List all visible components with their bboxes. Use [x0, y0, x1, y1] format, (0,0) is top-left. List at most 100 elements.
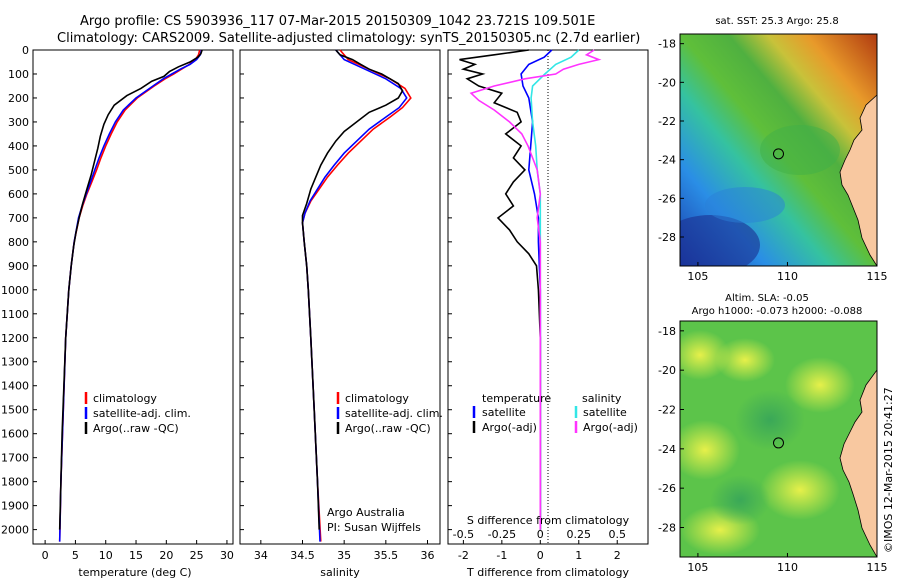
header-line2: Climatology: CARS2009. Satellite-adjuste…	[57, 31, 640, 46]
x-tick-label: 34	[254, 549, 268, 562]
sla-field	[680, 321, 877, 557]
x-tick-label: 0	[537, 528, 544, 541]
map-y-tick-label: -22	[658, 115, 676, 128]
salinity-axes-frame	[239, 49, 441, 545]
annotation-argo-australia: Argo Australia	[327, 506, 405, 519]
temperature-axes-frame	[32, 49, 234, 545]
legend-sat-label: satellite-adj. clim.	[345, 407, 443, 420]
sla-map-frame	[679, 320, 878, 558]
temperature-x-ticks: 0 5 10 15 20 25 30	[42, 540, 234, 562]
depth-tick-label: 1600	[1, 428, 29, 441]
x-tick-label: -0.25	[488, 528, 516, 541]
depth-tick-label: 200	[8, 92, 29, 105]
x-tick-label: 0	[42, 549, 49, 562]
series-line-t-satellite	[520, 49, 553, 530]
depth-tick-label: 1400	[1, 380, 29, 393]
depth-tick-label: 100	[8, 68, 29, 81]
salinity-lines	[301, 49, 412, 542]
difference-top-label: S difference from climatology	[467, 514, 630, 527]
depth-tick-label: 500	[8, 164, 29, 177]
sst-map-ticks: 105 110 115 -18 -20 -22 -24 -26 -28	[658, 38, 887, 283]
depth-tick-label: 1900	[1, 500, 29, 513]
map-y-tick-label: -20	[658, 364, 676, 377]
depth-tick-label: 800	[8, 236, 29, 249]
x-tick-label: 0.5	[608, 528, 626, 541]
sla-map-subtitle: Argo h1000: -0.073 h2000: -0.088	[692, 306, 863, 317]
difference-panel: -2 -1 0 1 2 -0.5 -0.25 0 0.25 0.5 T difference f…	[447, 49, 649, 579]
x-tick-label: 0.25	[567, 528, 592, 541]
series-line-climatology	[301, 49, 412, 542]
depth-tick-label: 300	[8, 116, 29, 129]
series-line-argo-raw-qc-	[58, 49, 203, 530]
map-y-tick-label: -28	[658, 522, 676, 535]
depth-tick-label: 2000	[1, 524, 29, 537]
legend-temperature-header: temperature	[482, 392, 551, 405]
map-x-tick-label: 105	[687, 270, 708, 283]
depth-tick-label: 400	[8, 140, 29, 153]
depth-tick-label: 900	[8, 260, 29, 273]
x-tick-label: 36	[421, 549, 435, 562]
map-x-tick-label: 115	[867, 561, 888, 574]
depth-tick-label: 1800	[1, 476, 29, 489]
depth-tick-label: 1200	[1, 332, 29, 345]
x-tick-label: 20	[159, 549, 173, 562]
depth-tick-labels: 0 100 200 300 400 500 600 700 800 900 1000 1100 1200…	[1, 44, 452, 537]
salinity-x-ticks: 34 34.5 35 35.5 36	[254, 540, 435, 562]
x-tick-label: 0	[537, 549, 544, 562]
salinity-legend: climatology satellite-adj. clim. Argo(..…	[336, 392, 443, 435]
x-tick-label: 35	[337, 549, 351, 562]
depth-tick-label: 1700	[1, 452, 29, 465]
legend-clim-label: climatology	[93, 392, 157, 405]
map-y-tick-label: -26	[658, 482, 676, 495]
legend-sat-label: satellite-adj. clim.	[93, 407, 191, 420]
difference-x-ticks: -2 -1 0 1 2	[458, 540, 621, 562]
sla-argo-marker	[773, 437, 784, 449]
map-y-tick-label: -22	[658, 404, 676, 417]
difference-legend: temperature satellite Argo(-adj) salinit…	[472, 392, 638, 434]
legend-s-sat-label: satellite	[583, 406, 627, 419]
depth-tick-label: 0	[22, 44, 29, 57]
header-line1: Argo profile: CS 5903936_117 07-Mar-2015…	[80, 14, 595, 29]
depth-tick-label: 1000	[1, 284, 29, 297]
depth-tick-label: 1300	[1, 356, 29, 369]
legend-argo-label: Argo(..raw -QC)	[345, 422, 431, 435]
depth-tick-label: 1500	[1, 404, 29, 417]
temperature-panel: 0100200300400500600700800900100011001200…	[1, 44, 452, 579]
x-tick-label: 10	[99, 549, 113, 562]
temperature-legend: climatology satellite-adj. clim. Argo(..…	[84, 392, 191, 435]
imos-timestamp: ©IMOS 12-Mar-2015 20:41:27	[882, 387, 895, 553]
depth-tick-label: 1100	[1, 308, 29, 321]
map-x-tick-label: 110	[777, 561, 798, 574]
sla-map-ticks: 105 110 115 -18 -20 -22 -24 -26 -28	[658, 325, 887, 574]
x-tick-label: -1	[496, 549, 507, 562]
salinity-xlabel: salinity	[320, 566, 360, 579]
sst-land-mass	[839, 94, 877, 266]
sla-map-panel: Altim. SLA: -0.05 Argo h1000: -0.073 h20…	[658, 293, 887, 574]
x-tick-label: 34.5	[290, 549, 315, 562]
x-tick-label: -2	[458, 549, 469, 562]
series-line-argo-raw-qc-	[301, 49, 404, 530]
depth-tick-label: 700	[8, 212, 29, 225]
series-line-s-argo	[469, 49, 602, 530]
sla-map-title: Altim. SLA: -0.05	[725, 293, 809, 304]
map-x-tick-label: 115	[867, 270, 888, 283]
map-y-tick-label: -20	[658, 76, 676, 89]
difference-lines	[459, 49, 602, 530]
x-tick-label: -0.5	[453, 528, 474, 541]
map-y-tick-label: -28	[658, 231, 676, 244]
x-tick-label: 1	[575, 549, 582, 562]
map-y-tick-label: -18	[658, 38, 676, 51]
legend-salinity-header: salinity	[582, 392, 622, 405]
depth-tick-label: 600	[8, 188, 29, 201]
series-line-climatology	[58, 49, 201, 542]
map-x-tick-label: 110	[777, 270, 798, 283]
legend-clim-label: climatology	[345, 392, 409, 405]
legend-t-argo-label: Argo(-adj)	[482, 421, 537, 434]
legend-argo-label: Argo(..raw -QC)	[93, 422, 179, 435]
sst-argo-marker	[773, 148, 784, 160]
x-tick-label: 35.5	[374, 549, 399, 562]
temperature-xlabel: temperature (deg C)	[78, 566, 191, 579]
map-y-tick-label: -18	[658, 325, 676, 338]
map-x-tick-label: 105	[687, 561, 708, 574]
